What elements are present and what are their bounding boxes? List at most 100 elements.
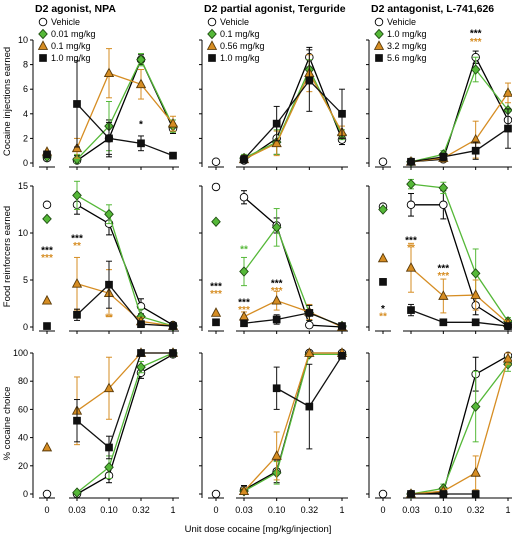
x-tick-label: 1 xyxy=(505,505,510,515)
legend-label: 0.1 mg/kg xyxy=(220,29,260,39)
legend-label: 3.2 mg/kg xyxy=(387,41,427,51)
significance-marker: *** xyxy=(437,264,449,275)
legend-label: 1.0 mg/kg xyxy=(387,29,427,39)
data-point xyxy=(305,76,314,85)
legend-marker xyxy=(37,40,49,50)
data-point-zero-dose xyxy=(43,150,51,159)
y-tick-label: 5 xyxy=(23,275,28,285)
significance-marker: *** xyxy=(238,297,250,308)
data-point xyxy=(504,124,512,133)
panel-title-2: D2 partial agonist, Terguride xyxy=(204,3,346,15)
data-point xyxy=(470,467,481,477)
data-point-zero-dose xyxy=(211,182,221,192)
significance-marker: *** xyxy=(437,271,449,282)
data-point xyxy=(136,361,146,373)
data-point xyxy=(271,222,282,233)
data-point xyxy=(471,490,480,498)
significance-marker: * xyxy=(139,119,143,130)
legend-marker xyxy=(206,40,218,50)
legend-marker xyxy=(207,28,217,40)
significance-marker: ** xyxy=(240,245,248,256)
data-point xyxy=(73,416,81,425)
data-point xyxy=(272,119,281,128)
data-point xyxy=(72,487,82,498)
x-tick-label: 0.03 xyxy=(68,505,86,515)
data-point xyxy=(136,54,146,65)
series-line xyxy=(76,194,174,327)
legend-marker xyxy=(373,40,385,50)
significance-marker: *** xyxy=(271,279,283,290)
significance-marker: *** xyxy=(470,37,482,48)
data-point-zero-dose xyxy=(210,307,222,317)
x-tick-label: 0.32 xyxy=(467,505,485,515)
y-tick-label: 100 xyxy=(13,348,28,358)
data-point xyxy=(135,78,147,89)
series-line xyxy=(243,79,343,160)
series-line xyxy=(410,183,509,322)
y-tick-label: 15 xyxy=(18,181,28,191)
data-point xyxy=(470,401,481,412)
significance-marker: * xyxy=(381,304,385,315)
data-point xyxy=(439,152,448,161)
significance-marker: ** xyxy=(407,243,415,254)
x-tick-label: 0.10 xyxy=(100,505,118,515)
series-line xyxy=(76,103,174,157)
x-tick-label: 1 xyxy=(170,505,175,515)
data-point-zero-dose xyxy=(212,318,220,327)
y-tick-label: 0 xyxy=(23,158,28,168)
series-line xyxy=(243,68,343,159)
data-point xyxy=(272,315,281,324)
data-point xyxy=(73,100,81,108)
series-line xyxy=(243,312,343,327)
y-axis-label: Cocaine injections earned xyxy=(2,47,13,156)
series-line xyxy=(410,358,509,495)
data-point-zero-dose xyxy=(43,322,51,330)
x-tick-label: 0.03 xyxy=(235,505,253,515)
significance-marker: *** xyxy=(470,28,482,39)
series-line xyxy=(243,71,343,160)
x-tick-label: 0.10 xyxy=(268,505,286,515)
data-point xyxy=(103,382,115,393)
series-line xyxy=(410,55,509,163)
data-point-zero-dose xyxy=(42,200,52,210)
data-point xyxy=(73,310,81,319)
legend-marker xyxy=(38,17,48,27)
data-point xyxy=(137,320,145,329)
data-point xyxy=(71,142,83,153)
series-line xyxy=(411,204,509,327)
y-tick-label: 0 xyxy=(23,489,28,499)
data-point xyxy=(439,490,448,498)
data-point xyxy=(104,208,114,220)
data-point xyxy=(405,262,417,272)
data-point xyxy=(105,443,113,452)
data-point xyxy=(438,182,449,194)
y-tick-label: 6 xyxy=(23,84,28,94)
significance-marker: *** xyxy=(238,305,250,316)
data-point xyxy=(406,178,416,190)
data-point xyxy=(407,157,415,166)
data-point-zero-dose xyxy=(42,213,52,225)
legend-label: Vehicle xyxy=(387,17,416,27)
series-line xyxy=(410,92,509,163)
data-point-zero-dose xyxy=(378,489,388,499)
y-tick-label: 0 xyxy=(23,322,28,332)
data-point xyxy=(471,146,480,155)
x-tick-label: 0 xyxy=(380,505,385,515)
x-tick-label: 1 xyxy=(339,505,344,515)
data-point xyxy=(105,134,113,143)
x-tick-label: 0.03 xyxy=(402,505,420,515)
series-line xyxy=(76,283,174,327)
data-point xyxy=(169,322,177,330)
data-point-zero-dose xyxy=(211,157,221,167)
series-line xyxy=(76,352,173,449)
data-point xyxy=(304,347,315,357)
panel-title-3: D2 antagonist, L-741,626 xyxy=(371,3,494,15)
data-point xyxy=(338,322,346,330)
series-line xyxy=(76,72,174,149)
data-point-zero-dose xyxy=(378,157,388,167)
series-line xyxy=(243,196,343,328)
legend-marker xyxy=(38,28,48,40)
data-point-zero-dose xyxy=(42,489,52,499)
data-point xyxy=(137,139,145,148)
